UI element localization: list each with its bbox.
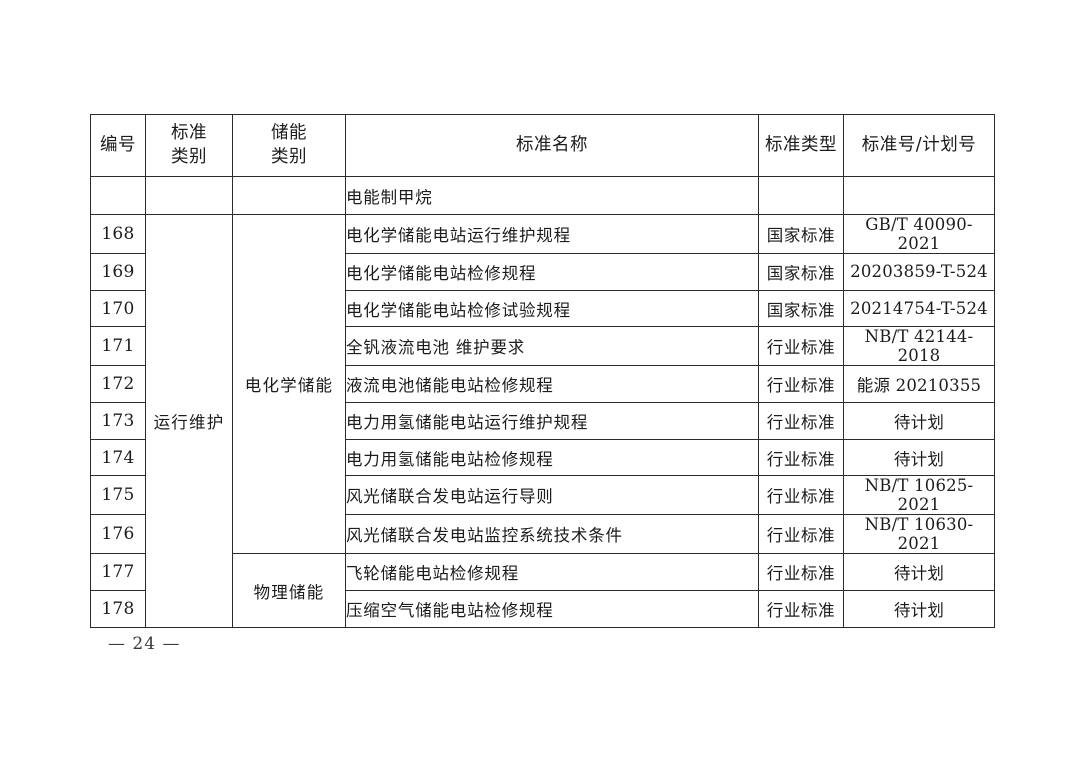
cell-standard-type: 行业标准 — [758, 590, 844, 628]
standards-table-container: 编号 标准 类别 储能 类别 标准名称 标准类型 — [90, 114, 995, 628]
column-header-type: 标准类型 — [758, 114, 844, 177]
cell-standard-code: 能源 20210355 — [843, 365, 995, 404]
table-row: 170 电化学储能电站检修试验规程 国家标准 20214754-T-524 — [90, 289, 995, 328]
table-row: 174 电力用氢储能电站检修规程 行业标准 待计划 — [90, 438, 995, 477]
column-header-name: 标准名称 — [345, 114, 759, 177]
cell-standard-type: 行业标准 — [758, 514, 844, 555]
cell-standard-code: 20203859-T-524 — [843, 253, 995, 291]
cell-standard-type: 行业标准 — [758, 553, 844, 592]
cell-standard-type: 国家标准 — [758, 253, 844, 291]
cell-storage-group-physical: 物理储能 — [232, 553, 346, 628]
table-row: 176 风光储联合发电站监控系统技术条件 行业标准 NB/T 10630-202… — [90, 514, 995, 555]
table-row: 173 电力用氢储能电站运行维护规程 行业标准 待计划 — [90, 402, 995, 440]
cell-number: 168 — [90, 214, 146, 254]
cell-number: 174 — [90, 438, 146, 477]
cell-standard-name: 全钒液流电池 维护要求 — [345, 326, 759, 367]
column-header-category: 标准 类别 — [145, 114, 233, 177]
cell-standard-type: 行业标准 — [758, 438, 844, 477]
cell-number: 171 — [90, 326, 146, 367]
standards-table: 编号 标准 类别 储能 类别 标准名称 标准类型 — [90, 114, 995, 628]
cell-standard-code: 待计划 — [843, 438, 995, 477]
column-header-category-line1: 标准 — [171, 122, 207, 143]
column-header-category-line2: 类别 — [171, 146, 207, 167]
table-row: 172 液流电池储能电站检修规程 行业标准 能源 20210355 — [90, 365, 995, 404]
cell-standard-code: 待计划 — [843, 553, 995, 592]
cell-standard-type: 行业标准 — [758, 326, 844, 367]
cell-number: 173 — [90, 402, 146, 440]
cell-standard-name: 电力用氢储能电站检修规程 — [345, 438, 759, 477]
table-row: 177 物理储能 飞轮储能电站检修规程 行业标准 待计划 — [90, 553, 995, 628]
cell-standard-name: 电化学储能电站检修规程 — [345, 253, 759, 291]
cell-standard-name: 风光储联合发电站运行导则 — [345, 475, 759, 516]
cell-standard-name: 电能制甲烷 — [345, 176, 759, 215]
column-header-storage-line1: 储能 — [271, 122, 307, 143]
table-row: 175 风光储联合发电站运行导则 行业标准 NB/T 10625-2021 — [90, 475, 995, 516]
cell-standard-name: 液流电池储能电站检修规程 — [345, 365, 759, 404]
table-body: 电能制甲烷 168 运行维护 电化学储能 电化学储能电站运行维护规程 国家标准 … — [90, 176, 995, 628]
table-header: 编号 标准 类别 储能 类别 标准名称 标准类型 — [90, 114, 995, 177]
cell-number: 178 — [90, 590, 146, 628]
table-row: 168 运行维护 电化学储能 电化学储能电站运行维护规程 国家标准 GB/T 4… — [90, 213, 995, 628]
cell-standard-code: 待计划 — [843, 402, 995, 440]
table-row: 电能制甲烷 — [90, 176, 995, 215]
column-header-number: 编号 — [90, 114, 146, 177]
column-header-type-line1: 标准类型 — [765, 134, 837, 155]
cell-standard-name: 风光储联合发电站监控系统技术条件 — [345, 514, 759, 555]
table-row: 169 电化学储能电站检修规程 国家标准 20203859-T-524 — [90, 253, 995, 291]
column-header-storage-line2: 类别 — [271, 146, 307, 167]
column-header-code: 标准号/计划号 — [843, 114, 995, 177]
cell-standard-name: 压缩空气储能电站检修规程 — [345, 590, 759, 628]
cell-standard-code: NB/T 10630-2021 — [843, 514, 995, 555]
column-header-code-line1: 标准号/计划号 — [861, 134, 977, 155]
cell-number: 177 — [90, 553, 146, 592]
cell-standard-type: 国家标准 — [758, 214, 844, 254]
column-header-name-line1: 标准名称 — [516, 134, 588, 155]
table-header-row: 编号 标准 类别 储能 类别 标准名称 标准类型 — [90, 114, 995, 177]
cell-standard-name: 电力用氢储能电站运行维护规程 — [345, 402, 759, 440]
cell-standard-name: 电化学储能电站检修试验规程 — [345, 289, 759, 328]
cell-storage-spacer — [232, 176, 346, 215]
column-header-number-line1: 编号 — [100, 134, 136, 155]
cell-number: 172 — [90, 365, 146, 404]
cell-standard-type: 行业标准 — [758, 365, 844, 404]
cell-number: 170 — [90, 289, 146, 328]
cell-storage-group-electrochemical: 电化学储能 — [232, 213, 346, 555]
cell-number — [90, 176, 146, 215]
cell-standard-type: 行业标准 — [758, 475, 844, 516]
column-header-storage: 储能 类别 — [232, 114, 346, 177]
cell-standard-code: GB/T 40090-2021 — [843, 214, 995, 254]
cell-number: 169 — [90, 253, 146, 291]
cell-standard-name: 电化学储能电站运行维护规程 — [345, 214, 759, 254]
cell-number: 176 — [90, 514, 146, 555]
cell-standard-code: 待计划 — [843, 590, 995, 628]
cell-standard-name: 飞轮储能电站检修规程 — [345, 553, 759, 592]
cell-standard-type — [758, 176, 844, 215]
cell-standard-type: 行业标准 — [758, 402, 844, 440]
cell-standard-code: 20214754-T-524 — [843, 289, 995, 328]
cell-category-spacer — [145, 176, 233, 215]
cell-standard-code: NB/T 10625-2021 — [843, 475, 995, 516]
table-row: 178 压缩空气储能电站检修规程 行业标准 待计划 — [90, 590, 995, 628]
table-row: 171 全钒液流电池 维护要求 行业标准 NB/T 42144-2018 — [90, 326, 995, 367]
cell-standard-type: 国家标准 — [758, 289, 844, 328]
cell-number: 175 — [90, 475, 146, 516]
page-number: — 24 — — [108, 634, 181, 654]
cell-category-group: 运行维护 — [145, 214, 233, 628]
cell-standard-code — [843, 176, 995, 215]
cell-standard-code: NB/T 42144-2018 — [843, 326, 995, 367]
